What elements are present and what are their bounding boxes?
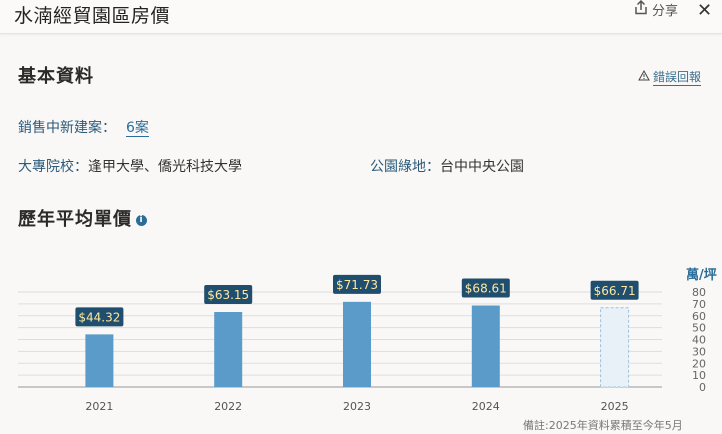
bar bbox=[85, 334, 114, 387]
chart-note: 備註:2025年資料累積至今年5月 bbox=[523, 419, 683, 432]
y-tick-label: 60 bbox=[692, 310, 706, 323]
close-icon[interactable]: ✕ bbox=[697, 0, 713, 21]
x-tick-label: 2025 bbox=[601, 400, 629, 413]
warning-icon bbox=[638, 69, 650, 84]
y-tick-label: 30 bbox=[692, 345, 706, 358]
sales-label: 銷售中新建案： bbox=[18, 120, 116, 136]
park-value: 台中中央公園 bbox=[440, 159, 524, 175]
y-tick-label: 70 bbox=[692, 298, 706, 311]
data-label: $68.61 bbox=[465, 282, 507, 296]
data-label-box bbox=[590, 280, 639, 300]
price-history-title: 歷年平均單價 i bbox=[18, 205, 147, 231]
college-label: 大專院校： bbox=[18, 159, 88, 175]
sales-count-link[interactable]: 6案 bbox=[126, 120, 149, 137]
share-button[interactable]: 分享 bbox=[634, 0, 678, 19]
data-label: $71.73 bbox=[336, 278, 378, 292]
y-tick-label: 0 bbox=[699, 381, 706, 394]
unit-label: 萬/坪 bbox=[686, 268, 717, 283]
y-tick-label: 40 bbox=[692, 334, 706, 347]
x-tick-label: 2021 bbox=[85, 400, 113, 413]
bar bbox=[600, 307, 630, 388]
data-label: $63.15 bbox=[207, 288, 249, 302]
park-label: 公園綠地： bbox=[370, 159, 440, 175]
bar bbox=[343, 301, 371, 387]
bar bbox=[214, 312, 243, 387]
price-history-label: 歷年平均單價 bbox=[18, 209, 132, 230]
data-label-box bbox=[333, 274, 381, 294]
bar bbox=[471, 305, 500, 387]
data-label-box bbox=[75, 307, 124, 327]
sales-row: 銷售中新建案： 6案 bbox=[18, 117, 149, 137]
share-label: 分享 bbox=[652, 4, 679, 19]
page-title: 水湳經貿園區房價 bbox=[14, 5, 171, 27]
data-label-box bbox=[461, 278, 510, 298]
y-tick-label: 20 bbox=[692, 357, 706, 370]
x-tick-label: 2022 bbox=[214, 400, 242, 413]
data-label-box bbox=[204, 285, 253, 305]
data-label: $44.32 bbox=[78, 310, 120, 324]
error-report-link[interactable]: 錯誤回報 bbox=[638, 68, 702, 86]
y-tick-label: 50 bbox=[692, 322, 706, 335]
x-tick-label: 2024 bbox=[472, 400, 500, 413]
info-icon[interactable]: i bbox=[136, 214, 147, 226]
share-icon bbox=[634, 0, 648, 19]
error-report-label: 錯誤回報 bbox=[653, 70, 702, 86]
y-tick-label: 80 bbox=[692, 286, 706, 299]
y-tick-label: 10 bbox=[692, 369, 706, 382]
college-row: 大專院校：逢甲大學、僑光科技大學 bbox=[18, 156, 242, 176]
top-bar: 水湳經貿園區房價 分享 ✕ bbox=[0, 0, 722, 34]
college-value: 逢甲大學、僑光科技大學 bbox=[88, 159, 242, 175]
x-tick-label: 2023 bbox=[343, 400, 371, 413]
basic-info-title: 基本資料 bbox=[18, 66, 94, 87]
park-row: 公園綠地：台中中央公園 bbox=[370, 156, 524, 176]
data-label: $66.71 bbox=[594, 284, 636, 298]
